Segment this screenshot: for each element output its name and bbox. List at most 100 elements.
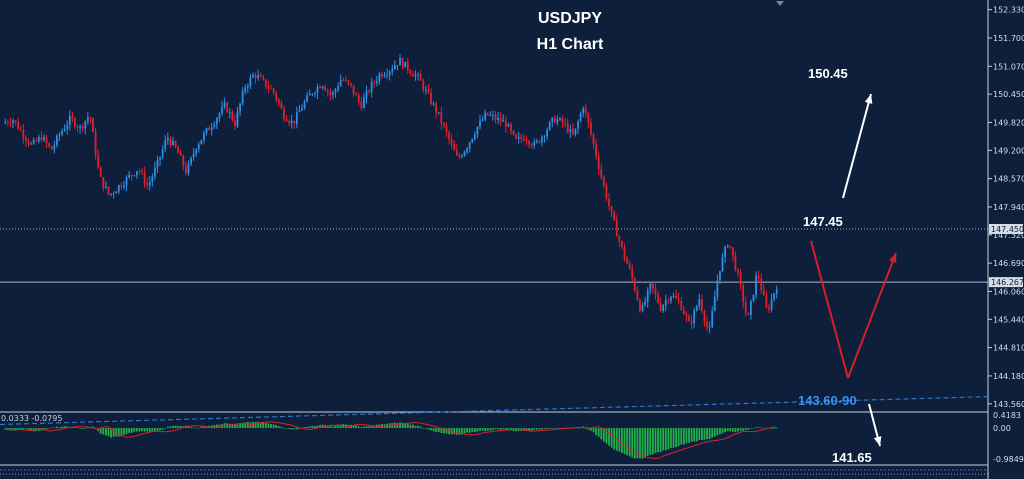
candle-body (757, 276, 760, 279)
oscillator-bar (486, 428, 489, 431)
oscillator-bar (682, 428, 685, 445)
candle-body (574, 128, 577, 135)
candles-layer (4, 53, 778, 334)
candle-body (427, 89, 430, 93)
candle-body (164, 140, 167, 149)
oscillator-bar (700, 428, 703, 440)
candle-body (682, 309, 685, 315)
oscillator-bar (719, 428, 721, 435)
oscillator-bar (76, 427, 79, 429)
candle-body (492, 115, 494, 116)
candle-body (138, 171, 141, 172)
oscillator-bar (365, 426, 368, 429)
level-tag-background (989, 223, 1023, 234)
oscillator-bar (489, 428, 492, 431)
candle-body (195, 149, 198, 154)
oscillator-bar (623, 428, 626, 455)
oscillator-bar (79, 428, 82, 429)
oscillator-bar (177, 426, 180, 429)
oscillator-bar (525, 428, 528, 431)
oscillator-bar (293, 428, 296, 430)
oscillator-bar (597, 428, 600, 437)
osc-tick-label: 0.00 (993, 424, 1011, 433)
candle-body (355, 93, 358, 96)
candle-body (590, 123, 592, 135)
oscillator-bar (654, 428, 657, 453)
candle-body (99, 167, 102, 178)
candle-body (337, 86, 340, 90)
oscillator-bar (626, 428, 628, 456)
oscillator-bar (313, 425, 316, 429)
candle-body (631, 268, 634, 279)
candle-body (30, 143, 32, 145)
oscillator-bar (760, 427, 763, 429)
oscillator-bar (120, 428, 123, 436)
candle-body (768, 307, 770, 310)
oscillator-bar (424, 428, 427, 429)
candle-body (92, 118, 94, 133)
candle-body (94, 132, 97, 155)
price-tick-label: 145.440 (993, 315, 1024, 324)
candle-body (79, 125, 82, 128)
candle-body (231, 111, 234, 121)
candle-body (755, 276, 757, 295)
candle-body (399, 58, 401, 66)
price-tick-label: 146.060 (993, 287, 1024, 296)
candle-body (339, 79, 342, 87)
oscillator-bar (107, 428, 110, 437)
oscillator-bar (55, 426, 58, 429)
candle-body (533, 141, 536, 146)
candle-body (84, 121, 87, 129)
candle-body (205, 128, 208, 134)
candle-body (432, 103, 435, 105)
candle-body (724, 246, 727, 257)
target-low-label: 141.65 (832, 450, 872, 465)
candle-body (535, 140, 538, 142)
oscillator-bar (123, 428, 125, 435)
oscillator-bar (195, 428, 198, 429)
candle-body (680, 300, 683, 310)
candle-body (698, 299, 701, 307)
target-high-label: 150.45 (808, 66, 848, 81)
oscillator-bar (644, 428, 647, 458)
candle-body (404, 61, 407, 68)
arrow-red-down-shaft (810, 240, 849, 379)
candle-body (424, 89, 427, 91)
oscillator-bar (133, 428, 136, 432)
candle-body (311, 93, 314, 95)
candle-body (110, 193, 112, 195)
price-tick-label: 150.450 (993, 90, 1024, 99)
oscillator-bar (690, 428, 693, 442)
oscillator-bar (135, 428, 138, 432)
support-zone-label: 143.60-90 (798, 393, 857, 408)
oscillator-bar (288, 428, 290, 430)
candle-body (775, 289, 778, 294)
oscillator-bar (752, 428, 755, 429)
candle-body (731, 247, 734, 256)
candle-body (50, 146, 53, 150)
candle-body (445, 125, 448, 133)
candle-body (332, 92, 334, 95)
candle-body (711, 311, 714, 327)
scroll-marker-icon (776, 1, 784, 6)
oscillator-bar (755, 427, 757, 429)
candle-body (595, 143, 598, 157)
candle-body (525, 140, 528, 142)
candle-body (301, 108, 303, 111)
level-tag-label: 147.450 (991, 225, 1024, 234)
candle-body (76, 126, 79, 128)
candle-body (752, 294, 755, 302)
oscillator-bar (298, 428, 301, 429)
oscillator-bar (639, 428, 641, 459)
candle-body (621, 241, 623, 248)
oscillator-bar (734, 428, 737, 433)
candle-body (58, 134, 61, 136)
candle-body (208, 128, 211, 131)
oscillator-bar (306, 426, 309, 429)
candle-body (102, 177, 105, 188)
candle-body (218, 113, 221, 119)
oscillator-bar (6, 428, 9, 430)
candle-body (695, 306, 698, 311)
oscillator-bar (236, 424, 239, 429)
oscillator-bar (244, 422, 247, 429)
